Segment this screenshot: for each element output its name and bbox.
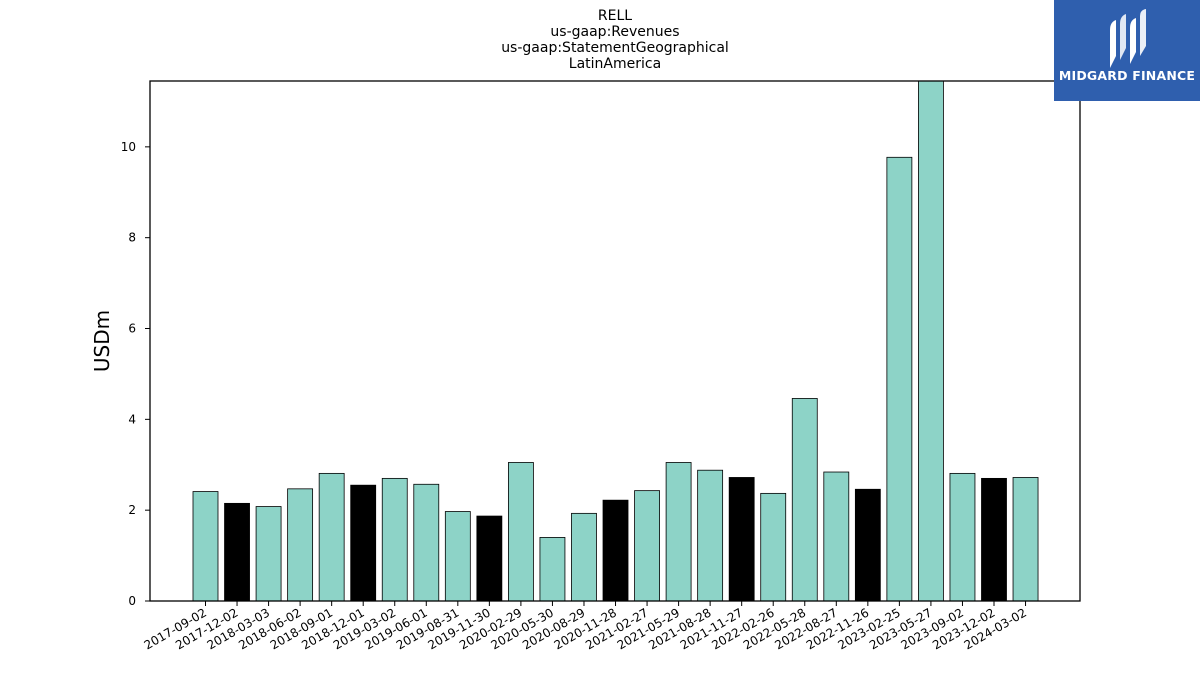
bar	[1012, 477, 1039, 602]
y-axis-ticks: 0 2 4 6 8 10	[121, 140, 150, 608]
bar	[350, 484, 377, 602]
bar	[823, 471, 850, 602]
chart-title: RELLus-gaap:Revenuesus-gaap:StatementGeo…	[501, 8, 729, 72]
bar	[791, 398, 818, 602]
chart-title-line: us-gaap:Revenues	[550, 24, 679, 40]
bar	[981, 477, 1007, 602]
y-tick-label: 6	[128, 322, 136, 336]
bar	[728, 477, 755, 602]
bar	[476, 515, 503, 602]
y-tick-label: 4	[128, 412, 136, 426]
chart-title-line: LatinAmerica	[569, 56, 661, 72]
bars-group	[192, 80, 1039, 602]
bar	[507, 462, 534, 602]
midgard-finance-logo: MIDGARD FINANCE	[1054, 0, 1200, 101]
y-tick-label: 10	[121, 140, 136, 154]
logo-text: MIDGARD FINANCE	[1058, 68, 1196, 83]
bar	[381, 477, 408, 602]
y-tick-label: 8	[128, 231, 136, 245]
bar	[949, 472, 976, 602]
midgard-finance-logo-icon	[1110, 9, 1146, 68]
bar	[886, 156, 913, 602]
bar	[918, 80, 944, 602]
chart-title-line: RELL	[598, 8, 632, 24]
bar	[760, 492, 787, 602]
bar	[287, 488, 314, 602]
x-axis-ticks: 2017-09-022017-12-022018-03-032018-06-02…	[142, 601, 1029, 652]
y-tick-label: 0	[128, 594, 136, 608]
bar	[255, 506, 282, 602]
bar	[224, 502, 250, 602]
bar	[634, 490, 660, 602]
bar	[192, 491, 219, 602]
bar	[539, 537, 566, 602]
bar	[665, 462, 692, 602]
bar	[571, 512, 597, 602]
bar	[444, 511, 471, 602]
bar	[854, 488, 881, 602]
y-tick-label: 2	[128, 503, 136, 517]
chart-title-line: us-gaap:StatementGeographical	[501, 40, 729, 56]
plot-frame	[149, 80, 1081, 602]
y-axis-label: USDm	[90, 310, 114, 372]
bar	[697, 469, 724, 602]
bar	[602, 499, 629, 602]
bar	[318, 472, 345, 602]
bar	[413, 483, 440, 602]
